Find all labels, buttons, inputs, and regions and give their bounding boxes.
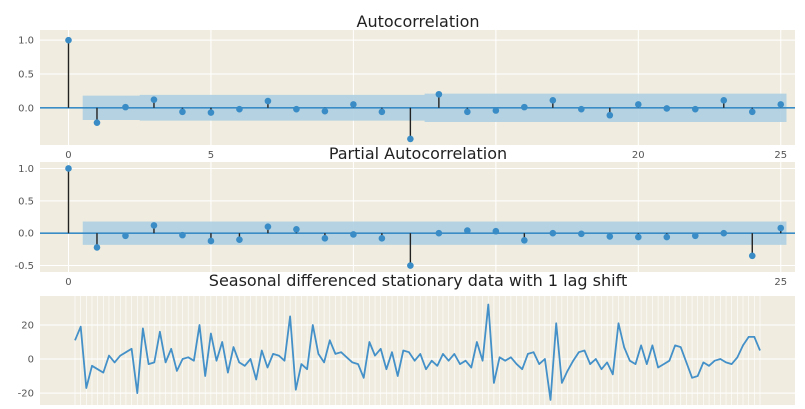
marker-lag-14	[464, 108, 471, 116]
marker-lag-10	[350, 101, 357, 108]
y-tick-label: 0.5	[18, 69, 34, 80]
marker-lag-15	[492, 107, 500, 114]
x-tick-label: 20	[632, 150, 645, 161]
marker-lag-7	[264, 223, 272, 231]
marker-lag-7	[264, 97, 272, 105]
marker-lag-12	[407, 262, 414, 269]
marker-lag-13	[435, 90, 443, 98]
plot-area	[40, 162, 795, 272]
chart-title: Autocorrelation	[357, 12, 480, 31]
marker-lag-6	[236, 105, 243, 113]
marker-lag-5	[207, 109, 215, 116]
marker-lag-22	[691, 105, 699, 113]
marker-lag-5	[207, 237, 215, 245]
plot-area	[40, 30, 795, 145]
marker-lag-18	[578, 105, 585, 113]
marker-lag-6	[236, 236, 243, 243]
marker-lag-8	[293, 105, 300, 113]
marker-lag-25	[777, 224, 785, 232]
marker-lag-0	[65, 36, 72, 44]
marker-lag-1	[93, 119, 101, 126]
marker-lag-15	[492, 227, 500, 235]
y-tick-label: 1.0	[18, 164, 34, 175]
marker-lag-0	[65, 165, 72, 172]
chart-title: Seasonal differenced stationary data wit…	[209, 271, 627, 290]
marker-lag-19	[606, 111, 614, 119]
marker-lag-10	[350, 231, 357, 238]
marker-lag-19	[606, 233, 614, 240]
marker-lag-12	[407, 135, 414, 143]
marker-lag-24	[748, 252, 756, 260]
y-tick-label: 1.0	[18, 36, 34, 47]
y-tick-label: 0.0	[18, 229, 34, 240]
marker-lag-4	[179, 108, 186, 116]
marker-lag-25	[777, 101, 785, 108]
x-tick-label: 25	[774, 277, 787, 288]
marker-lag-20	[635, 233, 642, 241]
marker-lag-3	[150, 222, 158, 229]
marker-lag-1	[93, 244, 101, 251]
marker-lag-23	[720, 97, 728, 104]
marker-lag-2	[122, 103, 129, 111]
marker-lag-22	[691, 232, 699, 240]
series-line	[74, 303, 761, 401]
marker-lag-16	[521, 236, 528, 244]
plot-area	[40, 296, 795, 405]
marker-lag-24	[748, 108, 756, 116]
marker-lag-4	[179, 231, 186, 239]
marker-lag-21	[663, 233, 671, 241]
axes-background	[40, 30, 795, 145]
marker-lag-23	[720, 229, 728, 237]
marker-lag-17	[549, 229, 557, 237]
y-tick-label: 0.0	[18, 103, 34, 114]
x-tick-label: 0	[65, 277, 71, 288]
x-tick-label: 25	[774, 150, 787, 161]
y-tick-label: -20	[18, 389, 34, 400]
marker-lag-8	[293, 225, 300, 233]
chart-3: 20 0 -20 Seasonal differenced stationary da…	[18, 271, 795, 405]
marker-lag-13	[435, 229, 443, 237]
marker-lag-14	[464, 227, 471, 234]
marker-lag-17	[549, 97, 557, 104]
x-tick-label: 0	[65, 150, 71, 161]
marker-lag-9	[321, 107, 329, 115]
marker-lag-20	[635, 101, 642, 108]
marker-lag-16	[521, 103, 528, 111]
chart-title: Partial Autocorrelation	[329, 144, 507, 163]
marker-lag-2	[122, 232, 129, 240]
y-tick-label: 0	[28, 355, 34, 366]
marker-lag-21	[663, 105, 671, 112]
y-tick-label: 0.5	[18, 196, 34, 207]
axes-background	[40, 162, 795, 272]
marker-lag-11	[378, 235, 386, 242]
y-tick-label: 20	[21, 320, 34, 331]
marker-lag-11	[378, 108, 386, 116]
marker-lag-3	[150, 96, 158, 103]
chart-2: 0 25 1.0 0.5 0.0 -0.5 Partial Autocorrelation	[14, 144, 795, 288]
y-tick-label: -0.5	[14, 261, 34, 272]
x-tick-label: 5	[208, 150, 214, 161]
marker-lag-18	[578, 230, 585, 238]
chart-1: 0 5 20 25 1.0 0.5 0.0 Autocorrelation	[18, 12, 795, 161]
marker-lag-9	[321, 235, 329, 242]
